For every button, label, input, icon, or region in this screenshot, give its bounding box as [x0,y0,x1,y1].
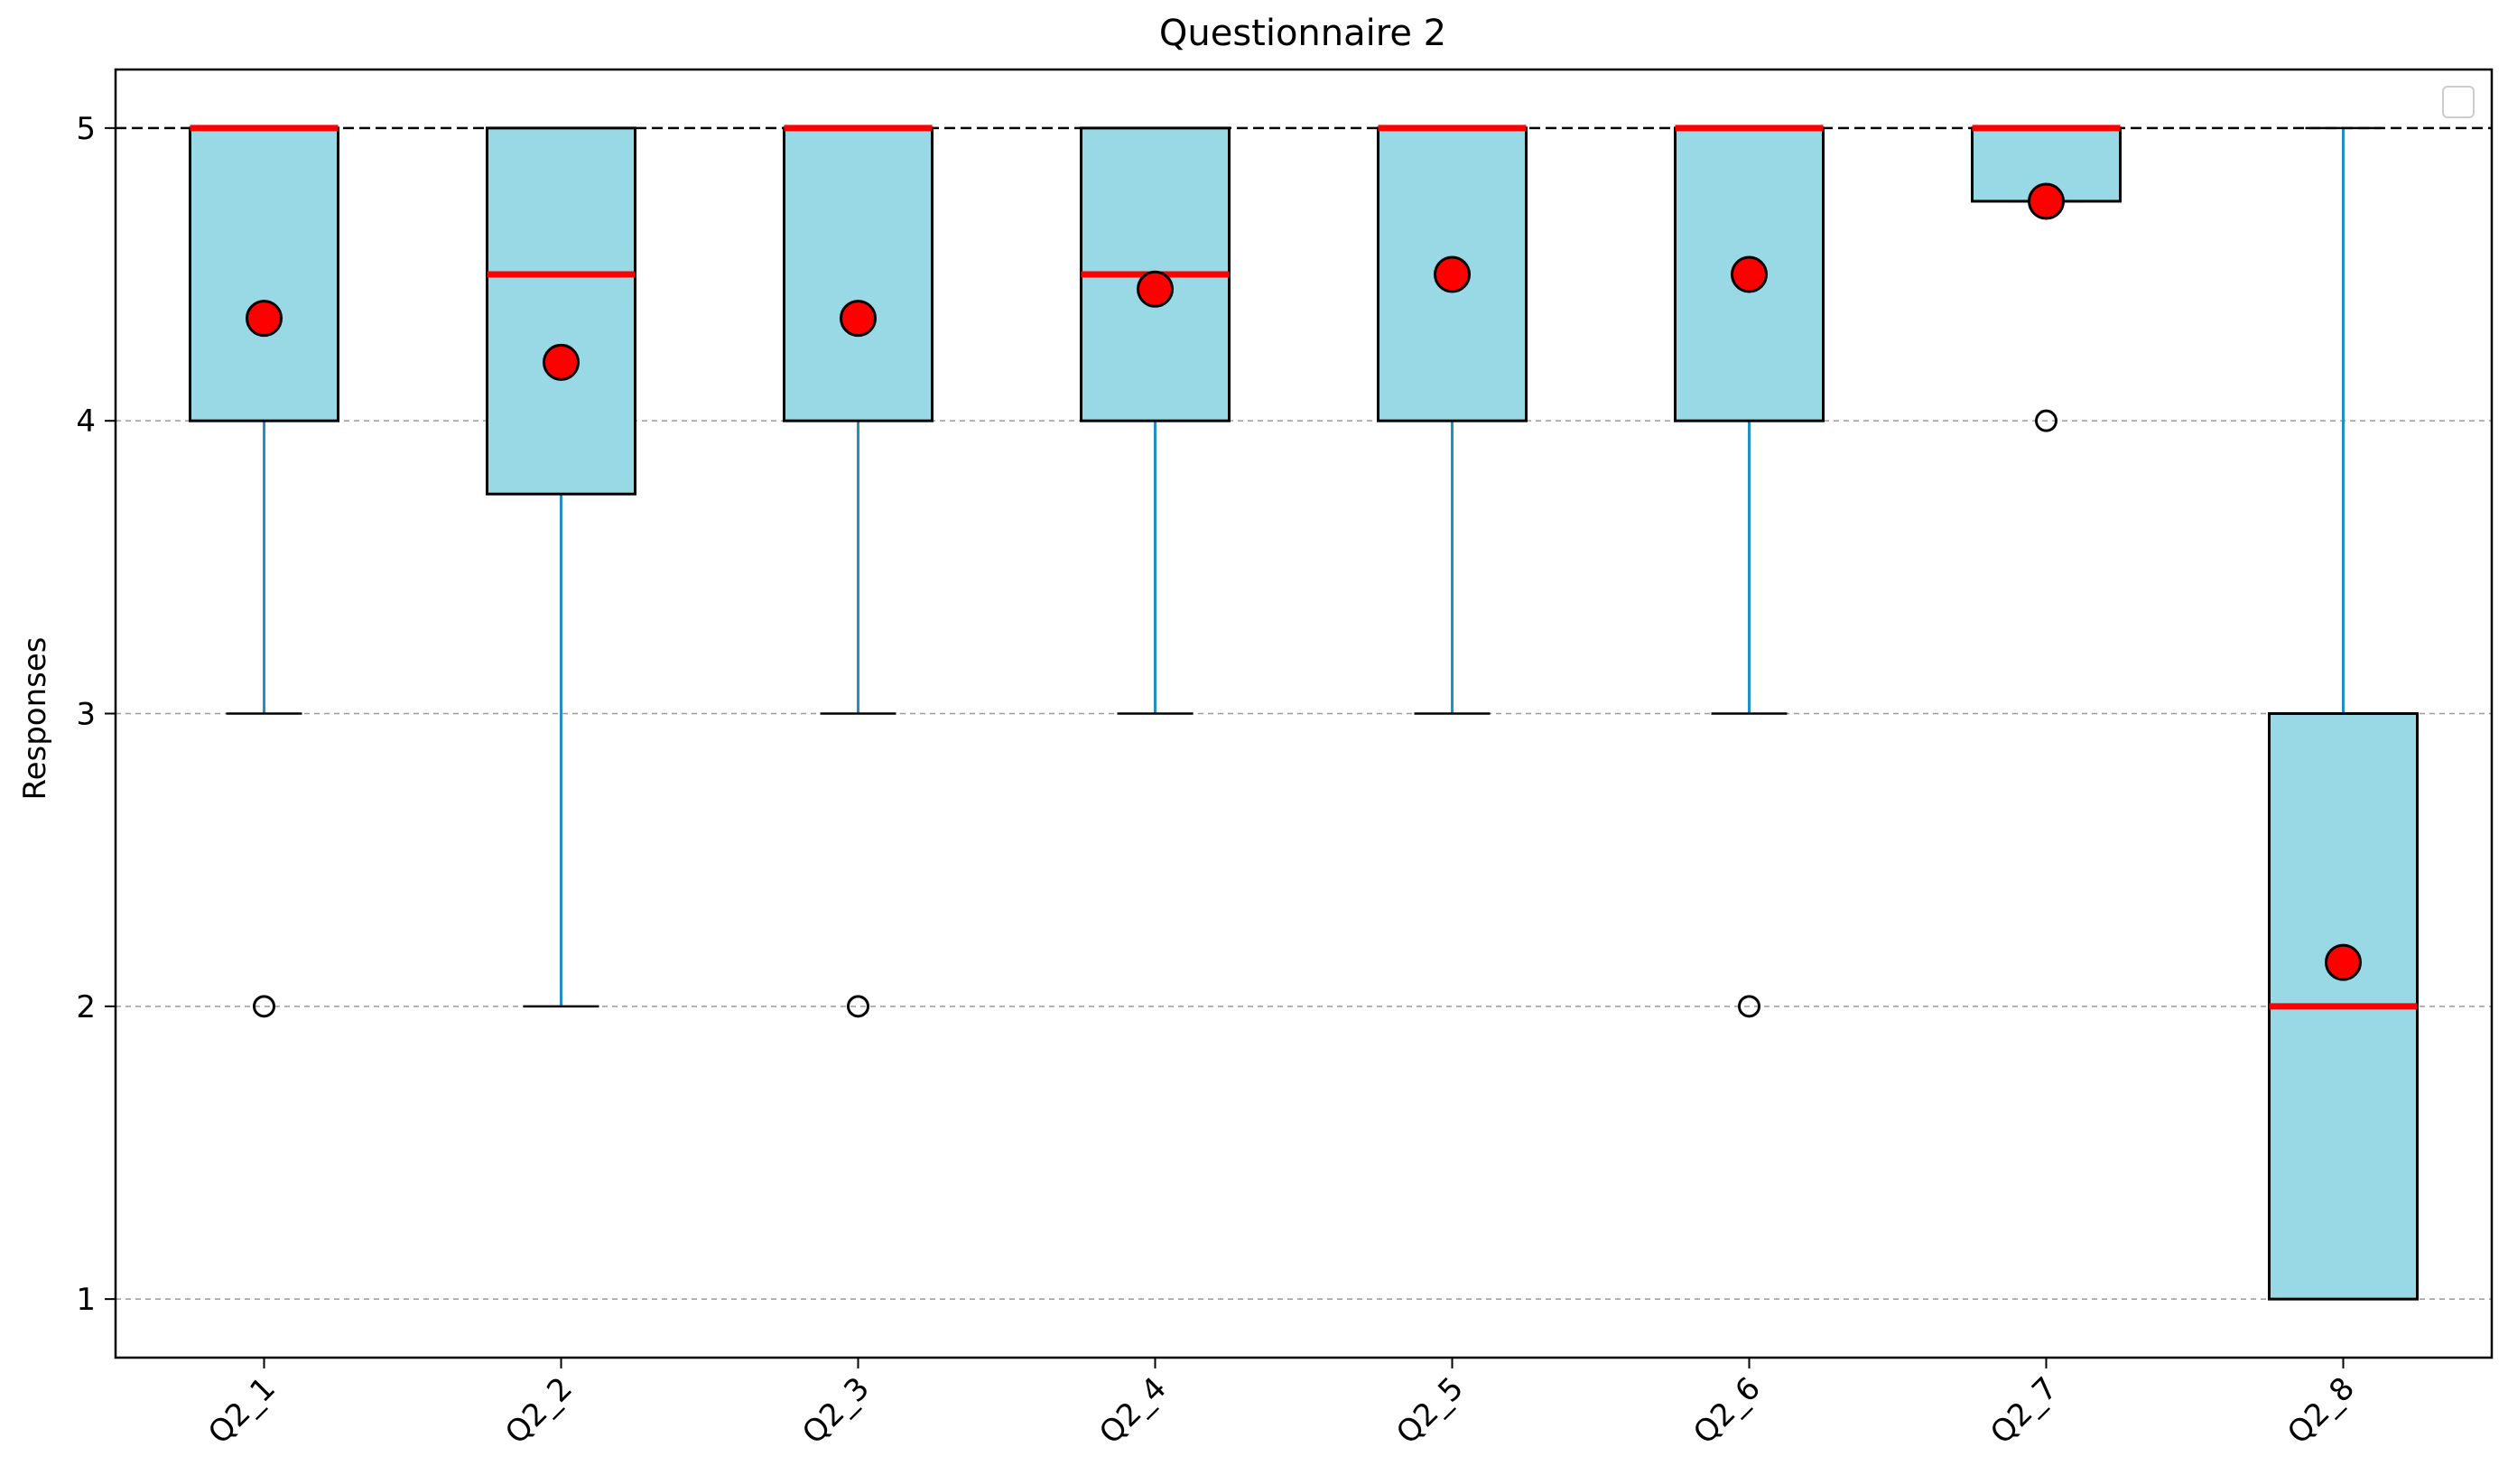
y-tick-label: 5 [76,111,96,147]
box-layer [189,125,2419,1301]
box-q2-6 [1674,125,1825,1018]
y-tick-label: 3 [76,697,96,733]
mean-marker [246,300,283,338]
box-q2-2 [486,126,636,1008]
grid-layer [116,420,2492,1300]
box-q2-5 [1377,125,1528,715]
mean-marker [543,343,580,381]
box-q2-7 [1971,125,2122,432]
y-tick-label: 1 [76,1282,96,1318]
plot-frame [114,68,2494,1359]
box-q2-4 [1080,126,1231,715]
mean-marker [1731,255,1768,293]
outlier-marker [253,995,275,1018]
legend [2442,86,2475,118]
y-axis-label: Responses [17,636,53,800]
mean-marker [2028,182,2065,220]
box-q2-3 [783,125,934,1018]
legend-box [2442,86,2475,118]
outlier-marker [1738,995,1760,1018]
y-tick-label: 2 [76,989,96,1025]
box-body [189,126,339,422]
y-tick-label: 4 [76,403,96,440]
outlier-marker [2035,409,2057,432]
outlier-marker [847,995,869,1018]
mean-marker [2325,943,2362,981]
mean-marker [1137,270,1174,308]
box-body [486,126,636,496]
mean-marker [840,300,877,338]
chart-title: Questionnaire 2 [1159,13,1446,54]
box-q2-1 [189,125,339,1018]
box-body [783,126,934,422]
mean-marker [1434,255,1471,293]
box-q2-8 [2268,126,2419,1301]
